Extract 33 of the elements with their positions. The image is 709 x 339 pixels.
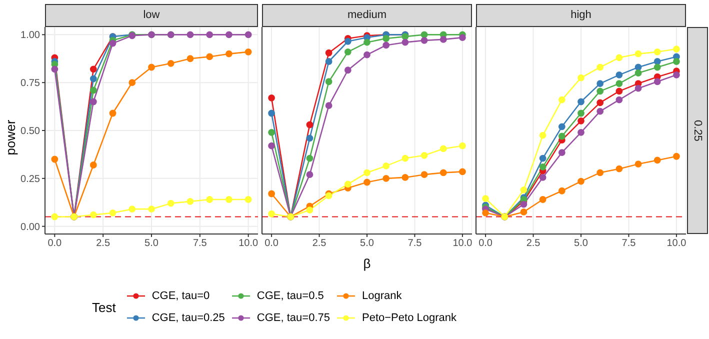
legend-label: Peto−Peto Logrank: [362, 312, 456, 324]
legend-label: Logrank: [362, 290, 402, 302]
x-tick-label: 7.5: [192, 238, 208, 250]
text: 0.25: [692, 120, 704, 142]
y-tick-label: 0.25: [20, 174, 40, 185]
chart-title: medium: [262, 4, 472, 27]
chart-title: high: [476, 4, 686, 27]
y-tick-label: 0.50: [20, 126, 40, 138]
x-tick-label: 5.0: [360, 238, 374, 250]
x-tick-label: 0.0: [478, 238, 493, 250]
legend-label: CGE, tau=0.75: [256, 312, 330, 324]
x-tick-label: 0.0: [264, 238, 279, 250]
x-tick-label: 2.5: [96, 238, 110, 250]
legend-label: CGE, tau=0: [152, 290, 210, 302]
x-tick-label: 5.0: [574, 238, 588, 250]
y-axis-title: power: [3, 120, 18, 156]
x-tick-label: 2.5: [312, 238, 327, 250]
y-tick-label: 0.75: [20, 78, 40, 90]
x-tick-label: 2.5: [526, 238, 541, 250]
x-tick-label: 10.0: [238, 238, 258, 250]
legend-label: CGE, tau=0.25: [152, 312, 225, 324]
x-tick-label: 0.0: [48, 238, 62, 250]
x-tick-label: 7.5: [408, 238, 422, 250]
x-tick-label: 7.5: [622, 238, 636, 250]
legend-title: Test: [92, 300, 116, 314]
y-tick-label: 0.00: [20, 222, 40, 233]
y-tick-label: 1.00: [20, 30, 40, 42]
x-axis-title: β: [362, 256, 372, 271]
x-tick-label: 10.0: [666, 238, 687, 250]
x-tick-label: 10.0: [452, 238, 473, 250]
legend-label: CGE, tau=0.5: [256, 290, 324, 302]
x-tick-label: 5.0: [144, 238, 159, 250]
chart-title: low: [45, 4, 258, 27]
